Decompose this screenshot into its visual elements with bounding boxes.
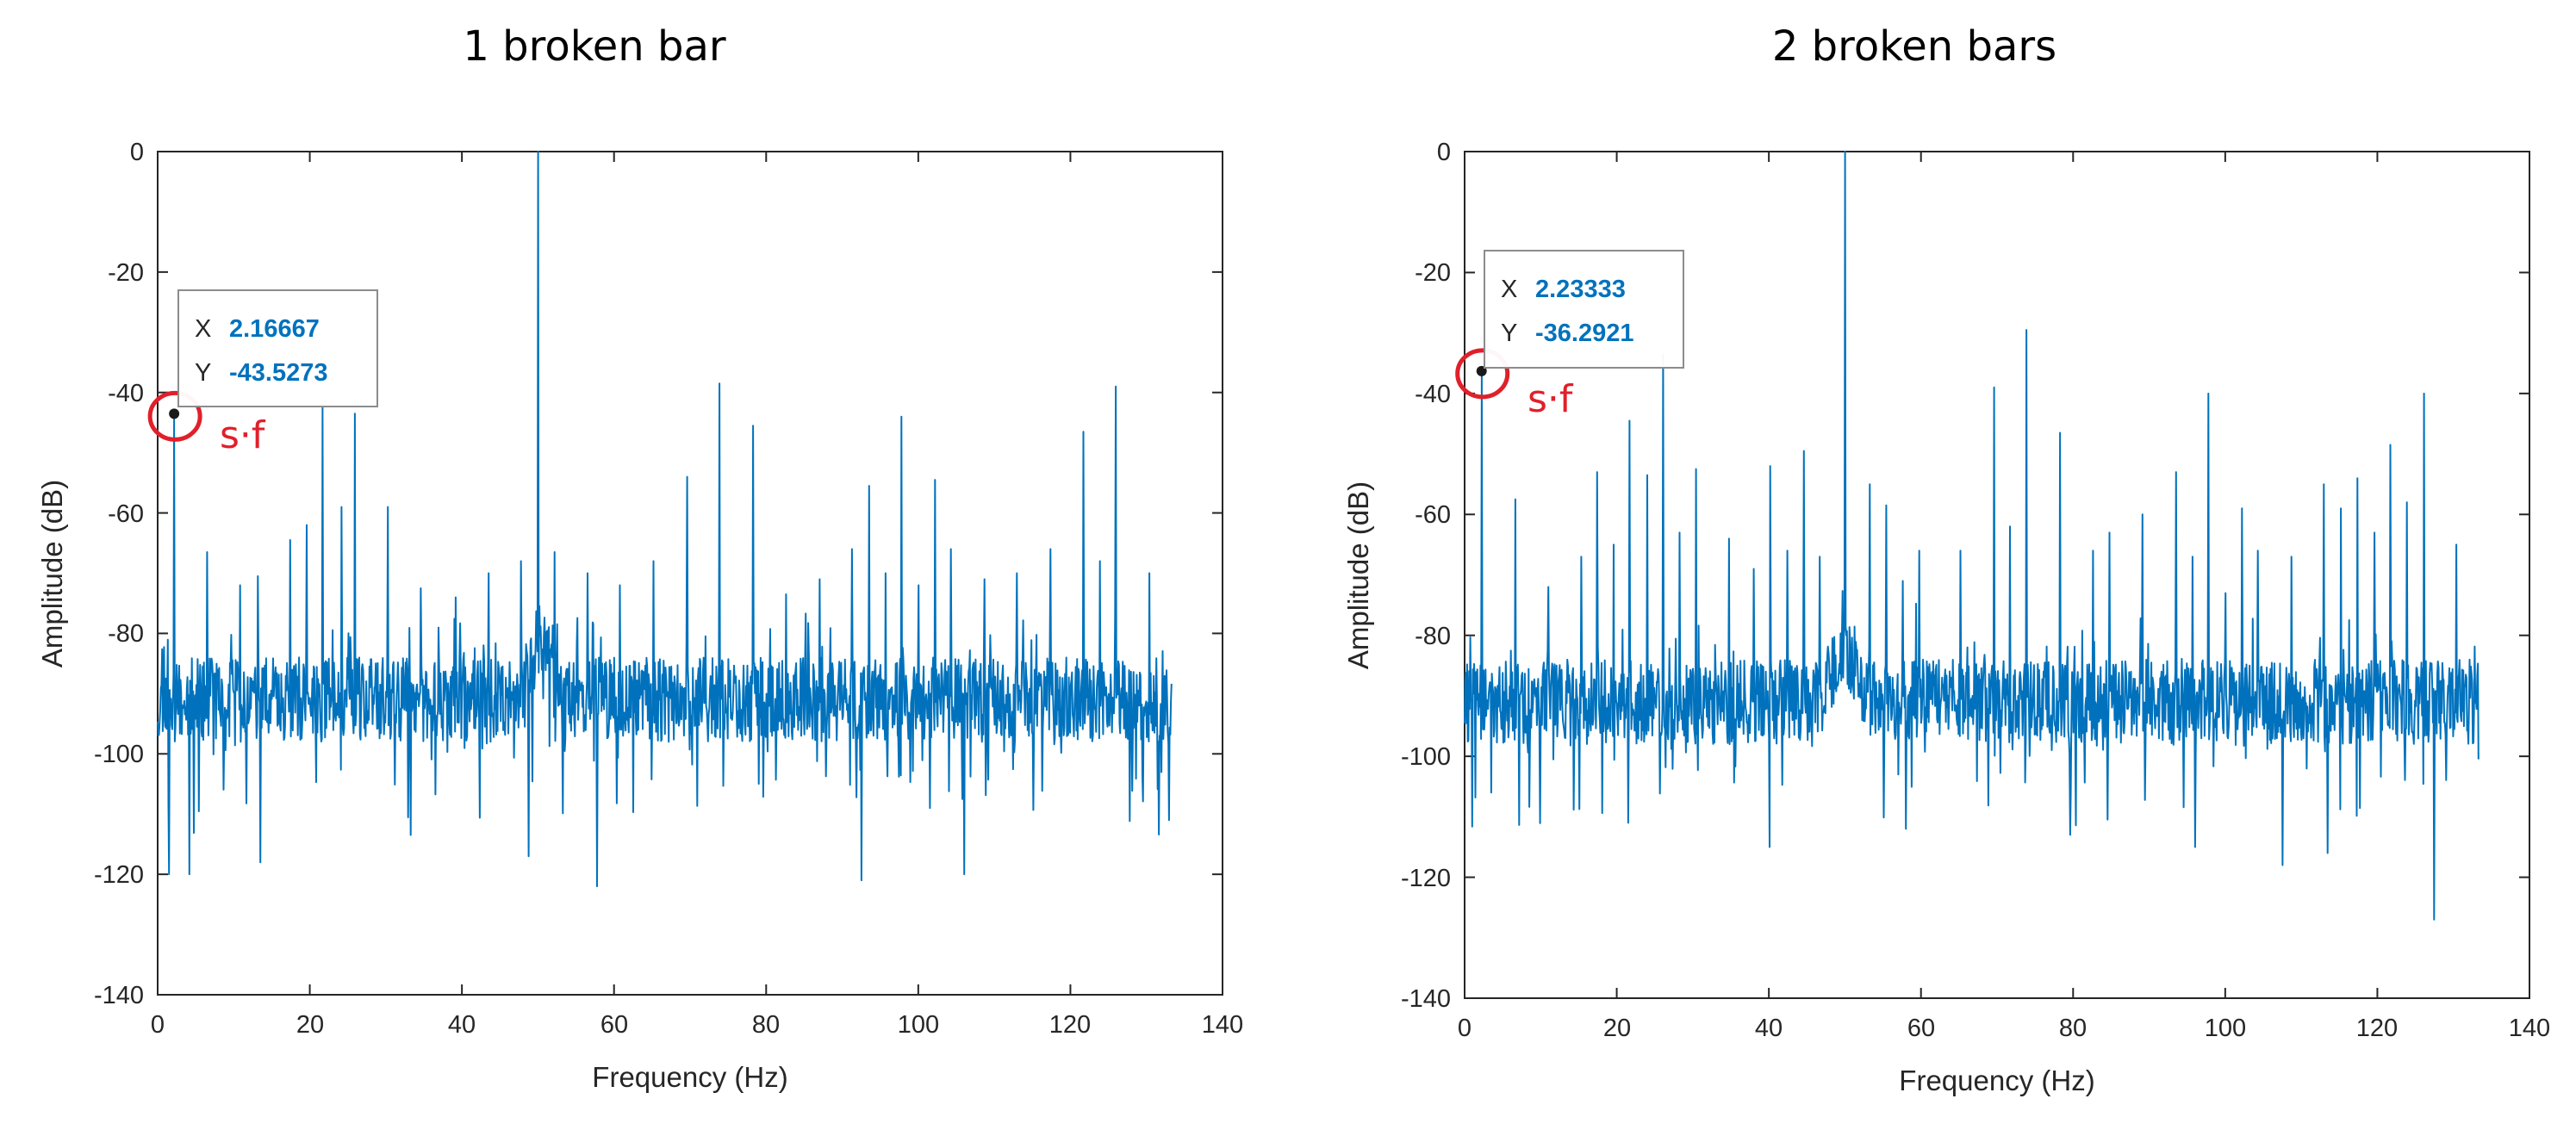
y-tick-label: -140 bbox=[1401, 985, 1451, 1013]
chart-title: 2 broken bars bbox=[1772, 22, 2056, 71]
slip-frequency-annotation: s·f bbox=[1528, 377, 1574, 421]
highlight-ring bbox=[1455, 348, 1510, 400]
datatip-y-value: -36.2921 bbox=[1535, 320, 1634, 347]
y-tick-label: -120 bbox=[94, 861, 144, 889]
datatip-x-key: X bbox=[195, 315, 211, 343]
datatip-y-value: -43.5273 bbox=[229, 359, 328, 387]
x-tick-label: 20 bbox=[296, 1011, 324, 1039]
x-tick-labels: 0 20 40 60 80 100 120 140 bbox=[1458, 1015, 2550, 1042]
y-tick-label: -80 bbox=[1415, 623, 1451, 650]
slip-frequency-annotation: s·f bbox=[220, 413, 266, 457]
y-tick-label: -100 bbox=[1401, 743, 1451, 771]
x-tick-label: 60 bbox=[600, 1011, 628, 1039]
datatip-y-key: Y bbox=[1501, 320, 1517, 347]
highlight-ring bbox=[147, 390, 202, 442]
y-tick-label: -60 bbox=[1415, 501, 1451, 529]
x-tick-labels: 0 20 40 60 80 100 120 140 bbox=[151, 1011, 1243, 1039]
x-tick-label: 40 bbox=[448, 1011, 476, 1039]
y-tick-label: -120 bbox=[1401, 865, 1451, 892]
x-tick-label: 0 bbox=[1458, 1015, 1472, 1042]
datatip-x-key: X bbox=[1501, 276, 1517, 303]
datatip-box bbox=[1484, 250, 1684, 369]
spectrum-line bbox=[157, 151, 1173, 888]
y-tick-label: -80 bbox=[108, 620, 144, 648]
x-axis-label: Frequency (Hz) bbox=[1899, 1065, 2094, 1096]
datatip-box bbox=[177, 289, 378, 407]
x-tick-label: 80 bbox=[752, 1011, 780, 1039]
y-tick-label: -20 bbox=[1415, 259, 1451, 287]
y-tick-label: -100 bbox=[94, 741, 144, 768]
x-tick-label: 140 bbox=[1202, 1011, 1243, 1039]
x-tick-label: 40 bbox=[1755, 1015, 1783, 1042]
x-tick-label: 120 bbox=[2356, 1015, 2398, 1042]
spectrum-series bbox=[157, 151, 1173, 888]
y-tick-labels: 0 -20 -40 -60 -80 -100 -120 -140 bbox=[1401, 139, 1451, 1013]
spectrum-line bbox=[1464, 151, 2480, 921]
datatip: X 2.23333 Y -36.2921 bbox=[1484, 250, 1684, 369]
datatip-x-value: 2.16667 bbox=[229, 315, 320, 343]
tick-marks bbox=[157, 151, 1223, 996]
datatip-marker[interactable] bbox=[147, 390, 202, 442]
x-tick-label: 0 bbox=[151, 1011, 165, 1039]
y-tick-label: -40 bbox=[108, 380, 144, 407]
y-tick-label: 0 bbox=[130, 139, 144, 166]
x-tick-label: 140 bbox=[2509, 1015, 2550, 1042]
y-tick-label: -20 bbox=[108, 259, 144, 287]
y-axis-label: Amplitude (dB) bbox=[36, 480, 68, 667]
x-tick-label: 20 bbox=[1603, 1015, 1631, 1042]
chart-panel-2-broken-bars: 2 broken bars 0 20 40 60 80 100 120 140 … bbox=[1342, 22, 2550, 1096]
datatip-x-value: 2.23333 bbox=[1535, 276, 1626, 303]
spectrum-series bbox=[1464, 151, 2480, 921]
x-tick-label: 60 bbox=[1907, 1015, 1935, 1042]
datatip: X 2.16667 Y -43.5273 bbox=[177, 289, 378, 407]
x-tick-label: 100 bbox=[898, 1011, 939, 1039]
x-tick-label: 80 bbox=[2059, 1015, 2087, 1042]
chart-title: 1 broken bar bbox=[463, 22, 725, 71]
chart-panel-1-broken-bar: 1 broken bar 0 20 40 60 80 100 120 140 0… bbox=[36, 22, 1243, 1093]
y-tick-label: -60 bbox=[108, 500, 144, 528]
y-tick-label: -140 bbox=[94, 982, 144, 1009]
x-axis-label: Frequency (Hz) bbox=[592, 1061, 787, 1093]
x-tick-label: 100 bbox=[2205, 1015, 2246, 1042]
y-axis-label: Amplitude (dB) bbox=[1342, 481, 1374, 669]
plot-area bbox=[157, 151, 1223, 996]
datatip-y-key: Y bbox=[195, 359, 211, 387]
y-tick-labels: 0 -20 -40 -60 -80 -100 -120 -140 bbox=[94, 139, 144, 1009]
y-tick-label: -40 bbox=[1415, 381, 1451, 408]
datatip-point[interactable] bbox=[169, 408, 180, 419]
x-tick-label: 120 bbox=[1049, 1011, 1091, 1039]
y-tick-label: 0 bbox=[1437, 139, 1451, 166]
